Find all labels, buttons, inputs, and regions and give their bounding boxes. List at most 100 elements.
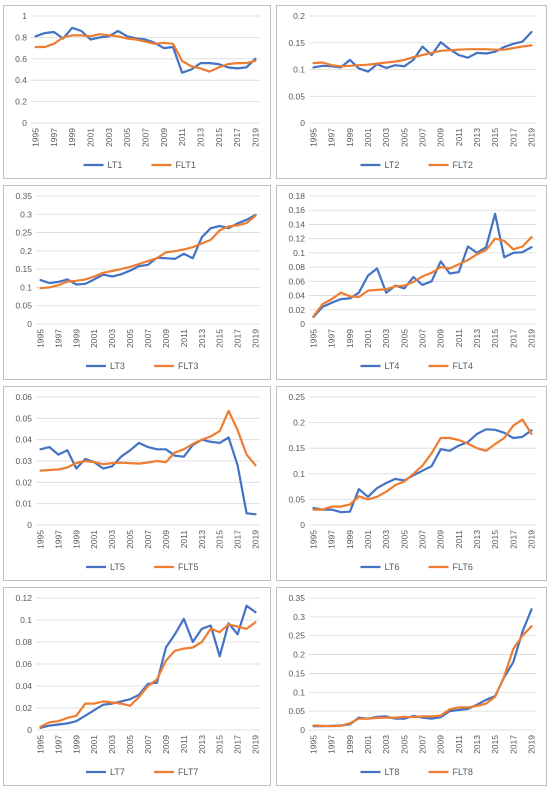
x-tick-label: 2011 bbox=[454, 735, 464, 754]
y-tick-label: 0.4 bbox=[15, 75, 27, 85]
y-tick-label: 0.2 bbox=[293, 650, 305, 660]
y-tick-label: 0.2 bbox=[20, 246, 32, 256]
x-tick-label: 2003 bbox=[381, 530, 391, 549]
y-tick-label: 0.05 bbox=[288, 91, 305, 101]
legend-label: FLT4 bbox=[453, 361, 473, 371]
x-tick-label: 2003 bbox=[104, 128, 114, 147]
series-line-flt7 bbox=[39, 621, 257, 728]
panel-lt6: 0 0.05 0.1 0.15 0.2 0.25 1995 1997 1999 2001 2003 2… bbox=[276, 386, 547, 581]
x-tick-label: 2013 bbox=[197, 329, 207, 348]
x-tick-label: 1997 bbox=[53, 329, 63, 348]
x-tick-label: 2001 bbox=[89, 329, 99, 348]
x-tick-label: 2003 bbox=[107, 329, 117, 348]
y-tick-label: 0.04 bbox=[288, 291, 305, 301]
x-tick-label: 1997 bbox=[327, 530, 337, 549]
legend-label: LT5 bbox=[110, 562, 125, 572]
x-tick-label: 1999 bbox=[345, 735, 355, 754]
x-tick-label: 2017 bbox=[233, 735, 243, 754]
series-line-flt6 bbox=[312, 418, 533, 511]
x-tick-label: 2011 bbox=[454, 329, 464, 348]
x-tick-label: 2007 bbox=[143, 530, 153, 549]
x-tick-label: 1999 bbox=[345, 530, 355, 549]
series-line-lt3 bbox=[39, 213, 257, 286]
x-tick-label: 1999 bbox=[71, 735, 81, 754]
y-tick-label: 0.25 bbox=[288, 631, 305, 641]
y-tick-label: 0.8 bbox=[15, 32, 27, 42]
x-tick-label: 2019 bbox=[251, 530, 261, 549]
x-tick-label: 2015 bbox=[490, 530, 500, 549]
x-tick-label: 2015 bbox=[215, 530, 225, 549]
x-tick-label: 1997 bbox=[327, 128, 337, 147]
x-tick-label: 2009 bbox=[436, 128, 446, 147]
x-tick-label: 2013 bbox=[197, 735, 207, 754]
y-tick-label: 0.03 bbox=[15, 456, 32, 466]
x-tick-label: 2015 bbox=[215, 329, 225, 348]
x-tick-label: 2007 bbox=[143, 329, 153, 348]
x-tick-label: 2005 bbox=[122, 128, 132, 147]
x-tick-label: 1997 bbox=[327, 329, 337, 348]
x-tick-label: 2005 bbox=[125, 329, 135, 348]
x-tick-label: 2005 bbox=[399, 735, 409, 754]
x-tick-label: 1997 bbox=[327, 735, 337, 754]
y-tick-label: 0.15 bbox=[288, 668, 305, 678]
x-tick-label: 2001 bbox=[363, 735, 373, 754]
y-tick-label: 0.06 bbox=[15, 659, 32, 669]
y-tick-label: 0 bbox=[300, 319, 305, 329]
legend-label: FLT3 bbox=[178, 361, 198, 371]
x-tick-label: 2005 bbox=[399, 530, 409, 549]
line-chart: 0 0.05 0.1 0.15 0.2 0.25 1995 1997 1999 2001 2003 2… bbox=[288, 392, 536, 572]
x-tick-label: 2013 bbox=[472, 329, 482, 348]
y-tick-label: 0.2 bbox=[293, 418, 305, 428]
y-tick-label: 1 bbox=[22, 11, 27, 21]
y-tick-label: 0.05 bbox=[288, 706, 305, 716]
y-tick-label: 0.02 bbox=[288, 305, 305, 315]
series-line-lt8 bbox=[312, 608, 533, 728]
y-tick-label: 0.1 bbox=[293, 469, 305, 479]
legend-label: LT6 bbox=[385, 562, 400, 572]
x-tick-label: 2013 bbox=[197, 530, 207, 549]
x-tick-label: 2019 bbox=[250, 128, 260, 147]
x-tick-label: 2007 bbox=[418, 735, 428, 754]
x-tick-label: 2011 bbox=[179, 530, 189, 549]
y-tick-label: 0.02 bbox=[15, 477, 32, 487]
y-tick-label: 0.04 bbox=[15, 435, 32, 445]
series-line-flt8 bbox=[312, 625, 533, 728]
x-tick-label: 1999 bbox=[345, 329, 355, 348]
y-tick-label: 0.08 bbox=[288, 262, 305, 272]
y-tick-label: 0.35 bbox=[288, 593, 305, 603]
x-tick-label: 2019 bbox=[526, 329, 536, 348]
x-tick-label: 2015 bbox=[490, 128, 500, 147]
x-tick-label: 2007 bbox=[418, 128, 428, 147]
x-tick-label: 2013 bbox=[195, 128, 205, 147]
y-tick-label: 0.06 bbox=[15, 392, 32, 402]
legend-label: FLT5 bbox=[178, 562, 198, 572]
x-tick-label: 2009 bbox=[436, 530, 446, 549]
x-tick-label: 2003 bbox=[107, 530, 117, 549]
x-tick-label: 1999 bbox=[67, 128, 77, 147]
x-tick-label: 1995 bbox=[309, 735, 319, 754]
x-tick-label: 2011 bbox=[179, 329, 189, 348]
y-tick-label: 0.25 bbox=[15, 228, 32, 238]
legend-label: LT8 bbox=[385, 767, 400, 777]
x-tick-label: 2001 bbox=[363, 530, 373, 549]
line-chart: 0 0.02 0.04 0.06 0.08 0.1 0.12 0.14 0.16 0.18 1995… bbox=[288, 191, 536, 371]
x-tick-label: 2013 bbox=[472, 735, 482, 754]
x-tick-label: 2007 bbox=[418, 530, 428, 549]
x-tick-label: 2015 bbox=[215, 735, 225, 754]
x-tick-label: 2001 bbox=[363, 128, 373, 147]
x-tick-label: 2001 bbox=[363, 329, 373, 348]
panel-lt8: 0 0.05 0.1 0.15 0.2 0.25 0.3 0.35 1995 1997 1999 20… bbox=[276, 587, 547, 786]
x-tick-label: 1995 bbox=[309, 128, 319, 147]
x-tick-label: 1999 bbox=[71, 530, 81, 549]
y-tick-label: 0.15 bbox=[15, 264, 32, 274]
series-line-lt5 bbox=[39, 436, 257, 516]
y-tick-label: 0.1 bbox=[293, 687, 305, 697]
y-tick-label: 0 bbox=[300, 725, 305, 735]
x-tick-label: 2005 bbox=[399, 128, 409, 147]
x-tick-label: 2017 bbox=[508, 735, 518, 754]
x-tick-label: 2009 bbox=[436, 735, 446, 754]
y-tick-label: 0.18 bbox=[288, 191, 305, 201]
x-tick-label: 2015 bbox=[490, 329, 500, 348]
x-tick-label: 1995 bbox=[35, 530, 45, 549]
x-tick-label: 2001 bbox=[86, 128, 96, 147]
